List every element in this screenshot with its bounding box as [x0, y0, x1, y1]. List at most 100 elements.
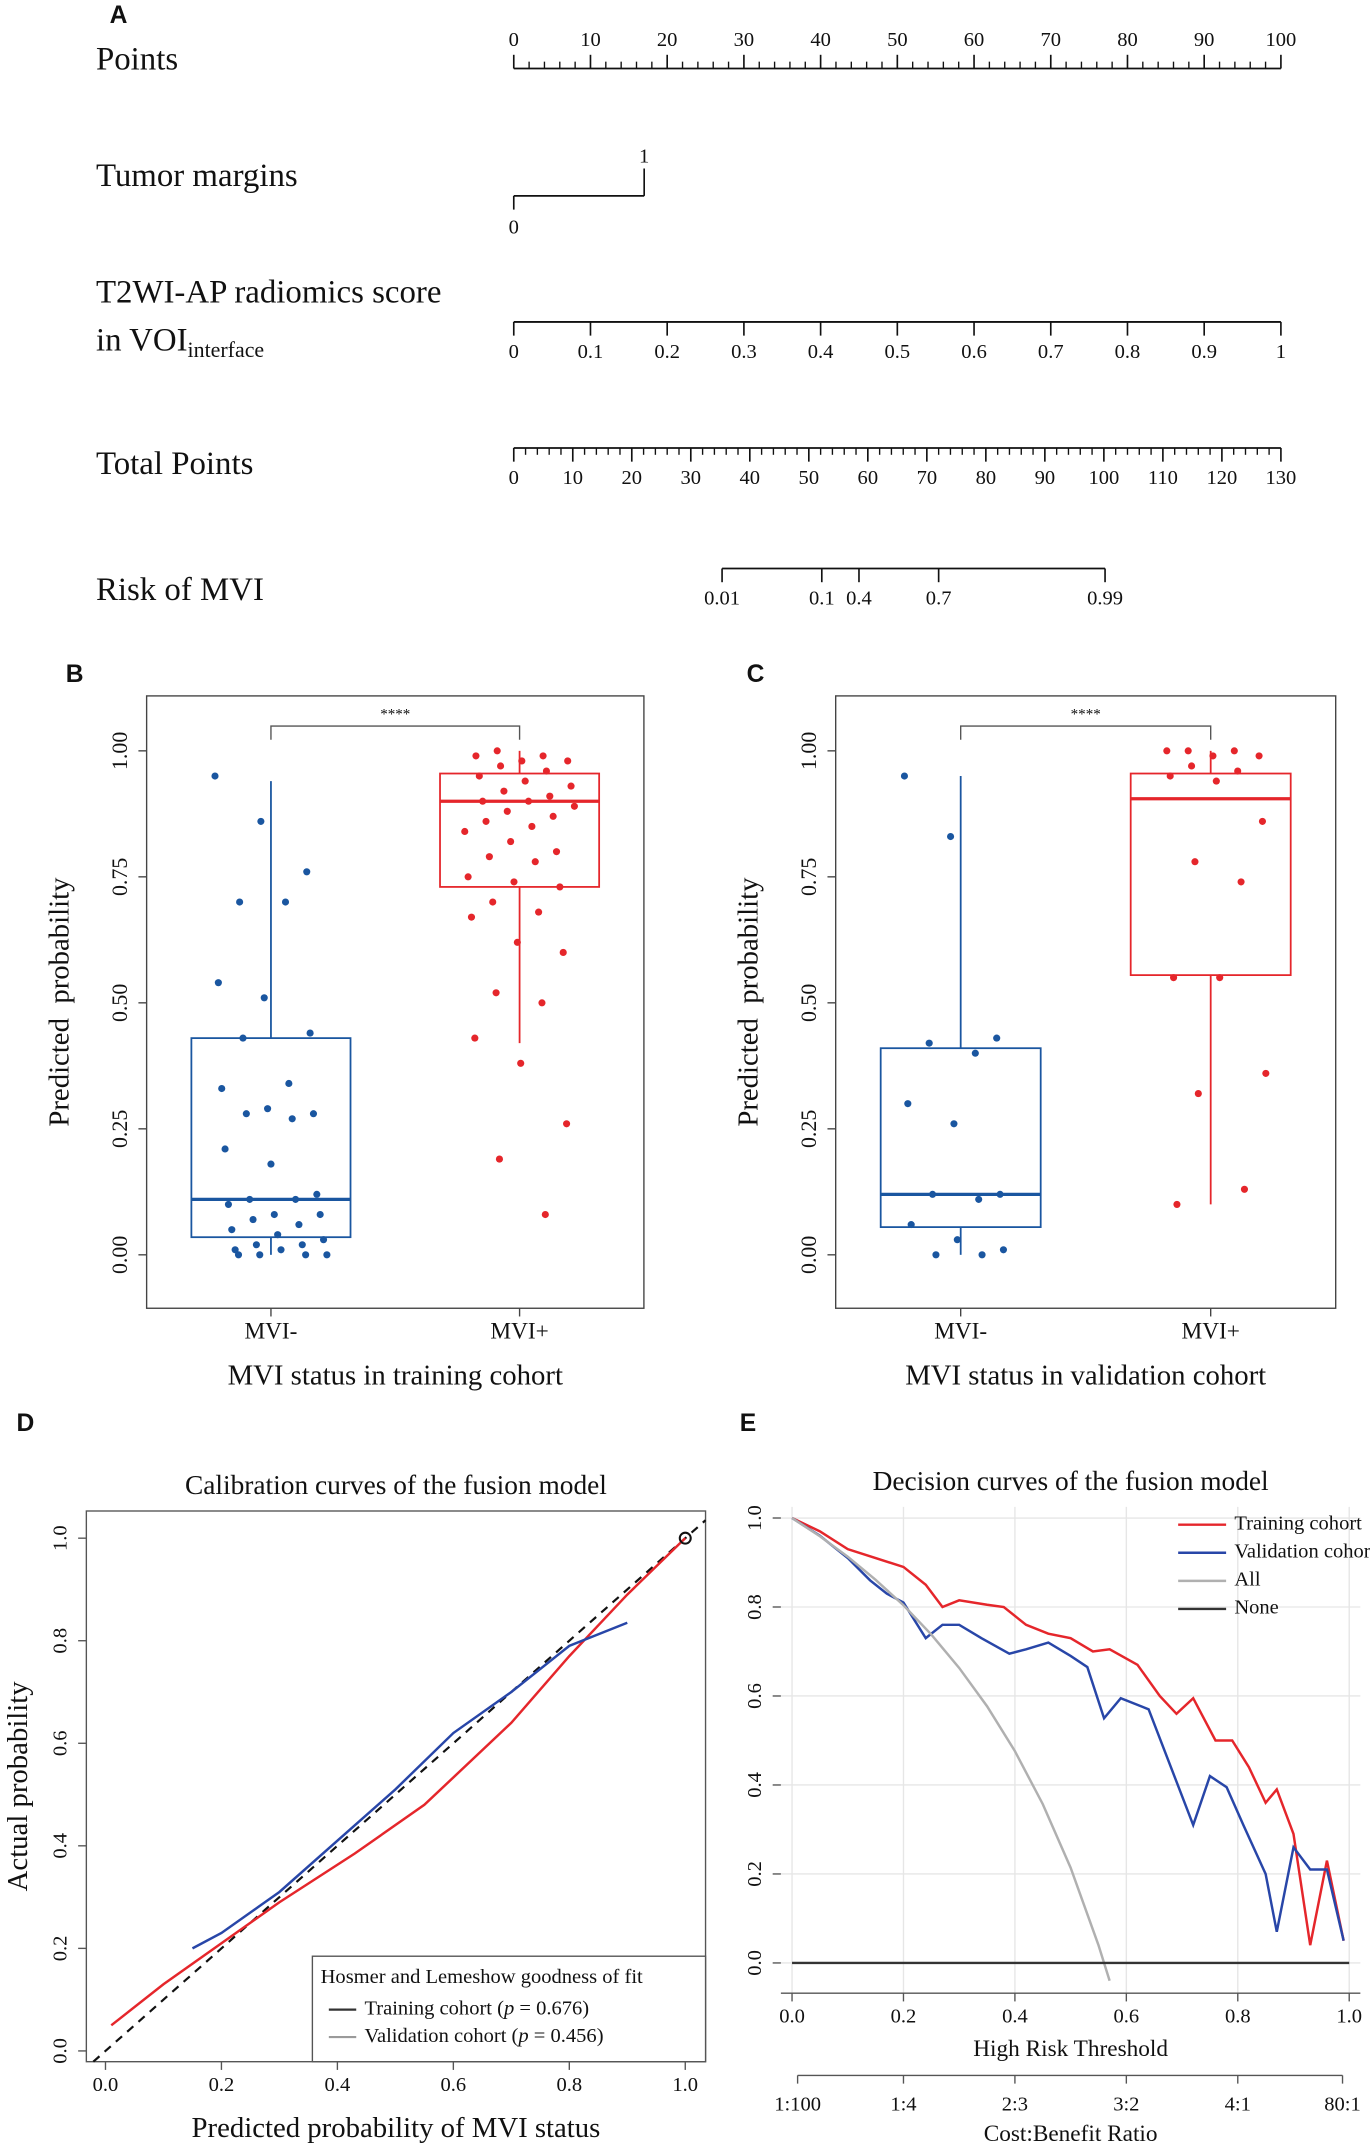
panel-letter: E [740, 1410, 756, 1437]
x-axis-label: Predicted probability of MVI status [192, 2112, 601, 2144]
point [270, 1210, 278, 1219]
x2-tick-label: 80:1 [1324, 2093, 1361, 2115]
plot-frame [835, 695, 1337, 1309]
series-line [791, 1516, 1345, 1941]
point [277, 1246, 285, 1254]
x2-tick-label: 3:2 [1113, 2093, 1139, 2115]
tick-label: 40 [810, 29, 831, 51]
point [214, 979, 222, 987]
row-label-text: T2WI-AP radiomics score [96, 274, 442, 310]
point [1209, 752, 1217, 760]
tick-label: 0.6 [961, 341, 987, 363]
point [1166, 772, 1174, 780]
x2-tick-label: 1:100 [774, 2093, 821, 2115]
legend-entry: None [1234, 1597, 1278, 1619]
legend-entry: Validation cohort (p = 0.456) [364, 2025, 603, 2047]
y-tick-label: 1.00 [107, 732, 132, 770]
point [546, 792, 554, 800]
point [947, 832, 955, 841]
point [306, 1029, 314, 1037]
point [303, 868, 311, 876]
tick-label: 0.5 [884, 341, 910, 363]
panel-letter: B [66, 661, 84, 688]
significance-bracket [960, 725, 1212, 740]
point [541, 1210, 549, 1219]
point [489, 898, 497, 906]
point [218, 1084, 226, 1093]
significance-bracket [270, 725, 521, 740]
y-tick-label: 0.2 [49, 1936, 71, 1962]
point [234, 1251, 243, 1259]
tick-label: 50 [799, 467, 820, 489]
tick-label: 70 [1040, 29, 1061, 51]
row-label-text: Tumor margins [96, 158, 298, 194]
legend-entry-part: p [516, 2025, 528, 2047]
row-label: Total Points [96, 445, 253, 481]
point [467, 913, 476, 921]
point [978, 1251, 986, 1259]
tick-label: 0.4 [846, 588, 872, 610]
point [239, 1034, 247, 1042]
x-tick-label: MVI+ [490, 1318, 548, 1344]
point [1234, 767, 1242, 775]
point [907, 1221, 915, 1229]
legend-entry: Training cohort [1234, 1512, 1362, 1534]
point [1170, 974, 1178, 982]
tick-label: 1 [1276, 341, 1286, 363]
legend-entry-part: = 0.676) [514, 1997, 589, 2019]
point [246, 1195, 254, 1203]
y-tick-label: 0.50 [796, 984, 821, 1022]
point [485, 853, 493, 861]
point [257, 817, 265, 825]
point [1237, 878, 1245, 886]
y-tick-label: 0.75 [796, 858, 821, 896]
tick-label: 30 [734, 29, 755, 51]
point [236, 898, 244, 906]
point [264, 1105, 272, 1113]
series-line [791, 1516, 1345, 1946]
tick-label: 30 [681, 467, 702, 489]
point [274, 1231, 282, 1239]
point [929, 1190, 937, 1198]
point [1173, 1200, 1181, 1208]
point [521, 777, 529, 785]
tick-label: 80 [1117, 29, 1138, 51]
legend-entry-part: p [502, 1997, 514, 2019]
x-axis-label: MVI status in validation cohort [905, 1360, 1266, 1392]
x-tick-label: 0.2 [891, 2006, 917, 2028]
point [1262, 1069, 1270, 1077]
point [285, 1079, 293, 1088]
point [1212, 777, 1220, 785]
plot-frame [145, 695, 645, 1309]
y-tick-label: 0.6 [49, 1730, 71, 1756]
point [495, 1155, 504, 1163]
point [567, 782, 575, 790]
chart-title: Decision curves of the fusion model [873, 1466, 1269, 1496]
box [1129, 772, 1292, 977]
point [510, 878, 518, 886]
point [492, 989, 500, 997]
end-marker [678, 1531, 692, 1545]
panel-letter: D [16, 1410, 34, 1437]
y-axis-label: Actual probability [2, 1681, 34, 1892]
point [292, 1195, 300, 1203]
point [1255, 752, 1263, 760]
y-tick-label: 0.0 [744, 1950, 766, 1976]
tick-label: 70 [917, 467, 938, 489]
point [313, 1190, 321, 1198]
point [472, 752, 480, 760]
series-line [191, 1621, 628, 1950]
point [479, 797, 487, 805]
box [879, 1047, 1042, 1229]
point [493, 747, 501, 755]
x2-axis-label: Cost:Benefit Ratio [984, 2121, 1158, 2147]
legend-entry: Validation cohort [1234, 1540, 1370, 1562]
point [464, 873, 472, 881]
tick-label: 0.2 [654, 341, 680, 363]
tick-label: 60 [964, 29, 985, 51]
tick-label: 0 [509, 29, 519, 51]
tick-label: 0 [509, 341, 519, 363]
panel-letter: C [747, 661, 765, 688]
point [1194, 1089, 1202, 1098]
row-label-sub: interface [188, 337, 265, 362]
